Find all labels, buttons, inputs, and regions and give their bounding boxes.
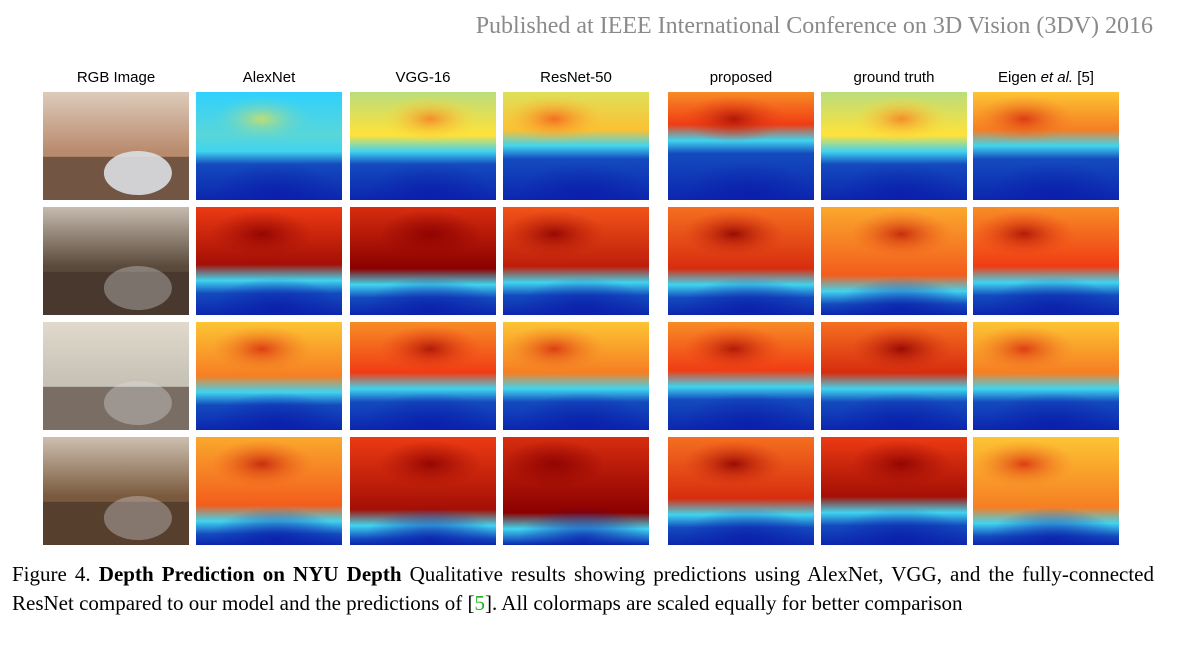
depth-map-proposed	[668, 437, 814, 545]
eigen-label-prefix: Eigen	[998, 69, 1041, 86]
depth-map-resnet50	[503, 322, 649, 430]
eigen-label-cite: [5]	[1073, 69, 1094, 86]
depth-map-eigen	[973, 207, 1119, 315]
depth-map-vgg16	[350, 322, 496, 430]
caption-reference-link[interactable]: 5	[474, 591, 485, 615]
depth-map-ground-truth	[821, 92, 967, 200]
depth-map-eigen	[973, 437, 1119, 545]
rgb-photo	[43, 207, 189, 315]
depth-map-proposed	[668, 92, 814, 200]
depth-map-ground-truth	[821, 437, 967, 545]
depth-map-resnet50	[503, 437, 649, 545]
running-header: Published at IEEE International Conferen…	[475, 13, 1153, 39]
column-label-rgb: RGB Image	[76, 69, 156, 86]
column-label-resnet50: ResNet-50	[540, 69, 612, 86]
depth-map-vgg16	[350, 92, 496, 200]
depth-map-eigen	[973, 92, 1119, 200]
depth-map-ground-truth	[821, 207, 967, 315]
depth-map-resnet50	[503, 207, 649, 315]
column-label-ground-truth: ground truth	[853, 69, 935, 86]
rgb-photo	[43, 437, 189, 545]
depth-map-vgg16	[350, 207, 496, 315]
caption-text-b: ]. All colormaps are scaled equally for …	[484, 591, 963, 615]
depth-map-proposed	[668, 207, 814, 315]
depth-map-alexnet	[196, 92, 342, 200]
rgb-photo	[43, 322, 189, 430]
depth-map-resnet50	[503, 92, 649, 200]
column-label-vgg16: VGG-16	[395, 69, 451, 86]
column-label-eigen: Eigen et al. [5]	[973, 69, 1119, 86]
depth-map-proposed	[668, 322, 814, 430]
figure-caption: Figure 4. Depth Prediction on NYU Depth …	[12, 560, 1154, 618]
depth-map-eigen	[973, 322, 1119, 430]
caption-figure-label: Figure 4.	[12, 562, 91, 586]
column-label-alexnet: AlexNet	[242, 69, 296, 86]
caption-bold-title: Depth Prediction on NYU Depth	[98, 562, 402, 586]
depth-map-alexnet	[196, 437, 342, 545]
column-label-proposed: proposed	[709, 69, 773, 86]
rgb-photo	[43, 92, 189, 200]
eigen-label-etal: et al.	[1040, 69, 1074, 86]
caption-text-a: Qualitative results showing predictions …	[12, 562, 1155, 615]
depth-map-ground-truth	[821, 322, 967, 430]
depth-map-alexnet	[196, 322, 342, 430]
depth-map-alexnet	[196, 207, 342, 315]
depth-map-vgg16	[350, 437, 496, 545]
